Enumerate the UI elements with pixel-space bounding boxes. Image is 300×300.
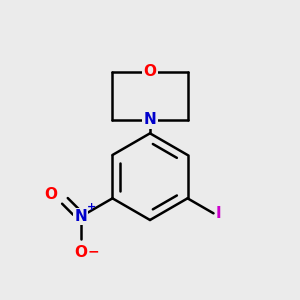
Text: O: O <box>44 188 57 202</box>
Text: I: I <box>215 206 221 221</box>
Text: O: O <box>143 64 157 79</box>
Text: N: N <box>144 112 156 128</box>
Text: −: − <box>88 244 99 258</box>
Text: N: N <box>74 209 87 224</box>
Text: O: O <box>74 245 87 260</box>
Text: +: + <box>87 202 96 212</box>
